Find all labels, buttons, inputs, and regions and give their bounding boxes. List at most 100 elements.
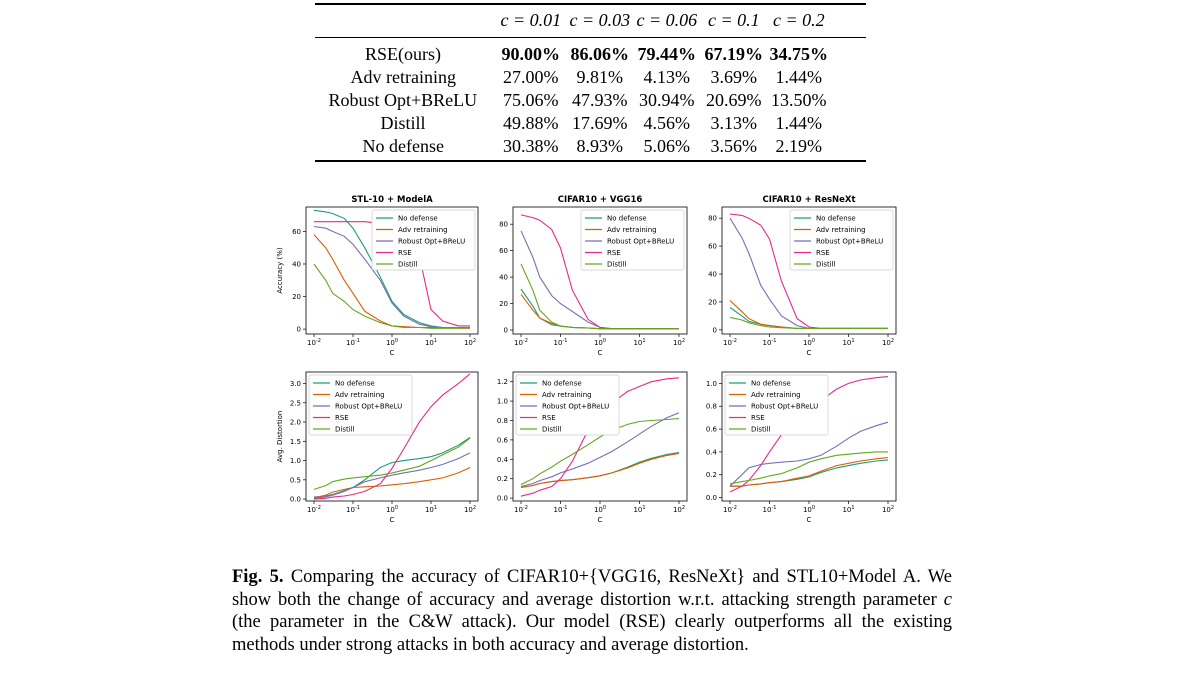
table-value-cell: 27.00% [503,67,559,87]
legend-label: No defense [398,215,438,223]
legend-label: Adv retraining [335,391,385,399]
legend-label: Distill [398,261,418,269]
x-axis-label: C [598,349,603,357]
table-value-cell: 9.81% [576,67,624,87]
legend-label: No defense [816,215,856,223]
y-tick-label: 1.2 [497,378,508,386]
figure-caption: Fig. 5. Comparing the accuracy of CIFAR1… [232,566,952,656]
legend-box [789,209,894,271]
legend-label: Distill [542,426,562,434]
x-tick-label: 100 [386,505,398,514]
chart-panel: 10-2 10-1 100 101 102 [510,206,688,347]
y-tick-label: 60 [708,243,717,251]
legend-label: No defense [542,380,582,388]
x-tick-label: 10-1 [554,505,568,514]
table-method-cell: Distill [380,113,426,133]
table-header-cell: c = 0.03 [569,10,631,30]
x-tick-label: 100 [594,505,606,514]
x-tick-label: 10-2 [307,338,321,347]
table-value-cell: 47.93% [572,90,628,110]
x-axis-label: C [807,349,812,357]
x-tick-label: 102 [464,338,476,347]
x-tick-label: 100 [803,505,815,514]
table-value-cell: 3.69% [710,67,758,87]
y-tick-label: 40 [499,274,508,282]
legend-label: Robust Opt+BReLU [816,238,883,246]
chart-title: CIFAR10 + VGG16 [558,195,643,205]
table-method-cell: Adv retraining [350,67,456,87]
series-line-adv-retraining [313,467,471,499]
table-value-cell: 1.44% [775,67,823,87]
x-tick-label: 101 [425,338,437,347]
chart-panel: 10-2 10-1 100 101 102 [719,206,897,347]
x-tick-label: 102 [882,505,894,514]
x-tick-label: 10-1 [763,338,777,347]
x-tick-label: 10-2 [723,505,737,514]
table-header-cell: c = 0.1 [708,10,760,30]
series-line-adv-retraining [730,457,889,487]
y-tick-label: 80 [499,221,508,229]
legend-label: Adv retraining [542,391,592,399]
series-line-distill [729,316,888,329]
x-tick-label: 10-2 [514,505,528,514]
y-tick-label: 0.6 [706,426,718,434]
y-tick-label: 0.4 [706,448,718,456]
x-tick-label: 10-2 [307,505,321,514]
y-tick-label: 0.2 [706,471,717,479]
legend-label: Robust Opt+BReLU [542,403,609,411]
table-value-cell: 17.69% [572,113,628,133]
x-tick-label: 10-1 [346,338,360,347]
table-value-cell: 3.56% [710,136,758,156]
y-tick-label: 20 [499,300,508,308]
y-tick-label: 0.8 [497,417,508,425]
x-tick-label: 101 [425,505,437,514]
table-value-cell: 13.50% [771,90,827,110]
x-axis-label: C [390,349,395,357]
series-line-distill [313,263,470,329]
x-tick-label: 10-1 [763,505,777,514]
results-figure: 10-2 10-1 100 101 102 STL-10 + ModelA 0 20 40 60 C… [276,195,897,524]
x-axis-label: C [807,516,812,524]
caption-label: Fig. 5. [232,567,284,587]
series-line-distill [313,437,471,490]
legend-label: No defense [751,380,791,388]
x-tick-label: 102 [882,338,894,347]
table-value-cell: 20.69% [706,90,762,110]
caption-text-part2: (the parameter in the C&W attack). Our m… [232,612,952,655]
x-tick-label: 101 [633,505,645,514]
series-line-rse [313,373,471,500]
y-tick-label: 1.0 [497,398,508,406]
legend-label: Adv retraining [607,226,657,234]
y-tick-label: 20 [292,293,301,301]
x-tick-label: 102 [464,505,476,514]
x-tick-label: 100 [594,338,606,347]
legend-label: Adv retraining [398,226,448,234]
y-tick-label: 1.0 [290,457,301,465]
table-value-cell: 4.13% [643,67,691,87]
legend-label: Robust Opt+BReLU [751,403,818,411]
y-tick-label: 0.8 [706,403,717,411]
legend-box [371,209,476,271]
legend-label: RSE [816,249,830,257]
x-tick-label: 101 [842,505,854,514]
legend-label: RSE [751,414,765,422]
y-tick-label: 0.4 [497,456,509,464]
legend-label: Distill [751,426,771,434]
chart-title: STL-10 + ModelA [351,195,433,205]
legend-label: RSE [398,249,412,257]
series-line-no-defense [313,437,471,498]
y-axis-label: Accuracy (%) [276,247,284,294]
y-tick-label: 40 [708,270,717,278]
x-tick-label: 101 [633,338,645,347]
legend-box [580,209,685,271]
table-value-cell: 8.93% [576,136,624,156]
caption-text-part1: Comparing the accuracy of CIFAR10+{VGG16… [232,567,952,610]
chart-title: CIFAR10 + ResNeXt [762,195,855,205]
legend-label: RSE [335,414,349,422]
series-line-no-defense [729,307,888,329]
legend-label: Adv retraining [816,226,866,234]
table-value-cell: 67.19% [704,44,764,64]
x-tick-label: 102 [673,338,685,347]
y-tick-label: 20 [708,298,717,306]
table-value-cell: 75.06% [503,90,559,110]
